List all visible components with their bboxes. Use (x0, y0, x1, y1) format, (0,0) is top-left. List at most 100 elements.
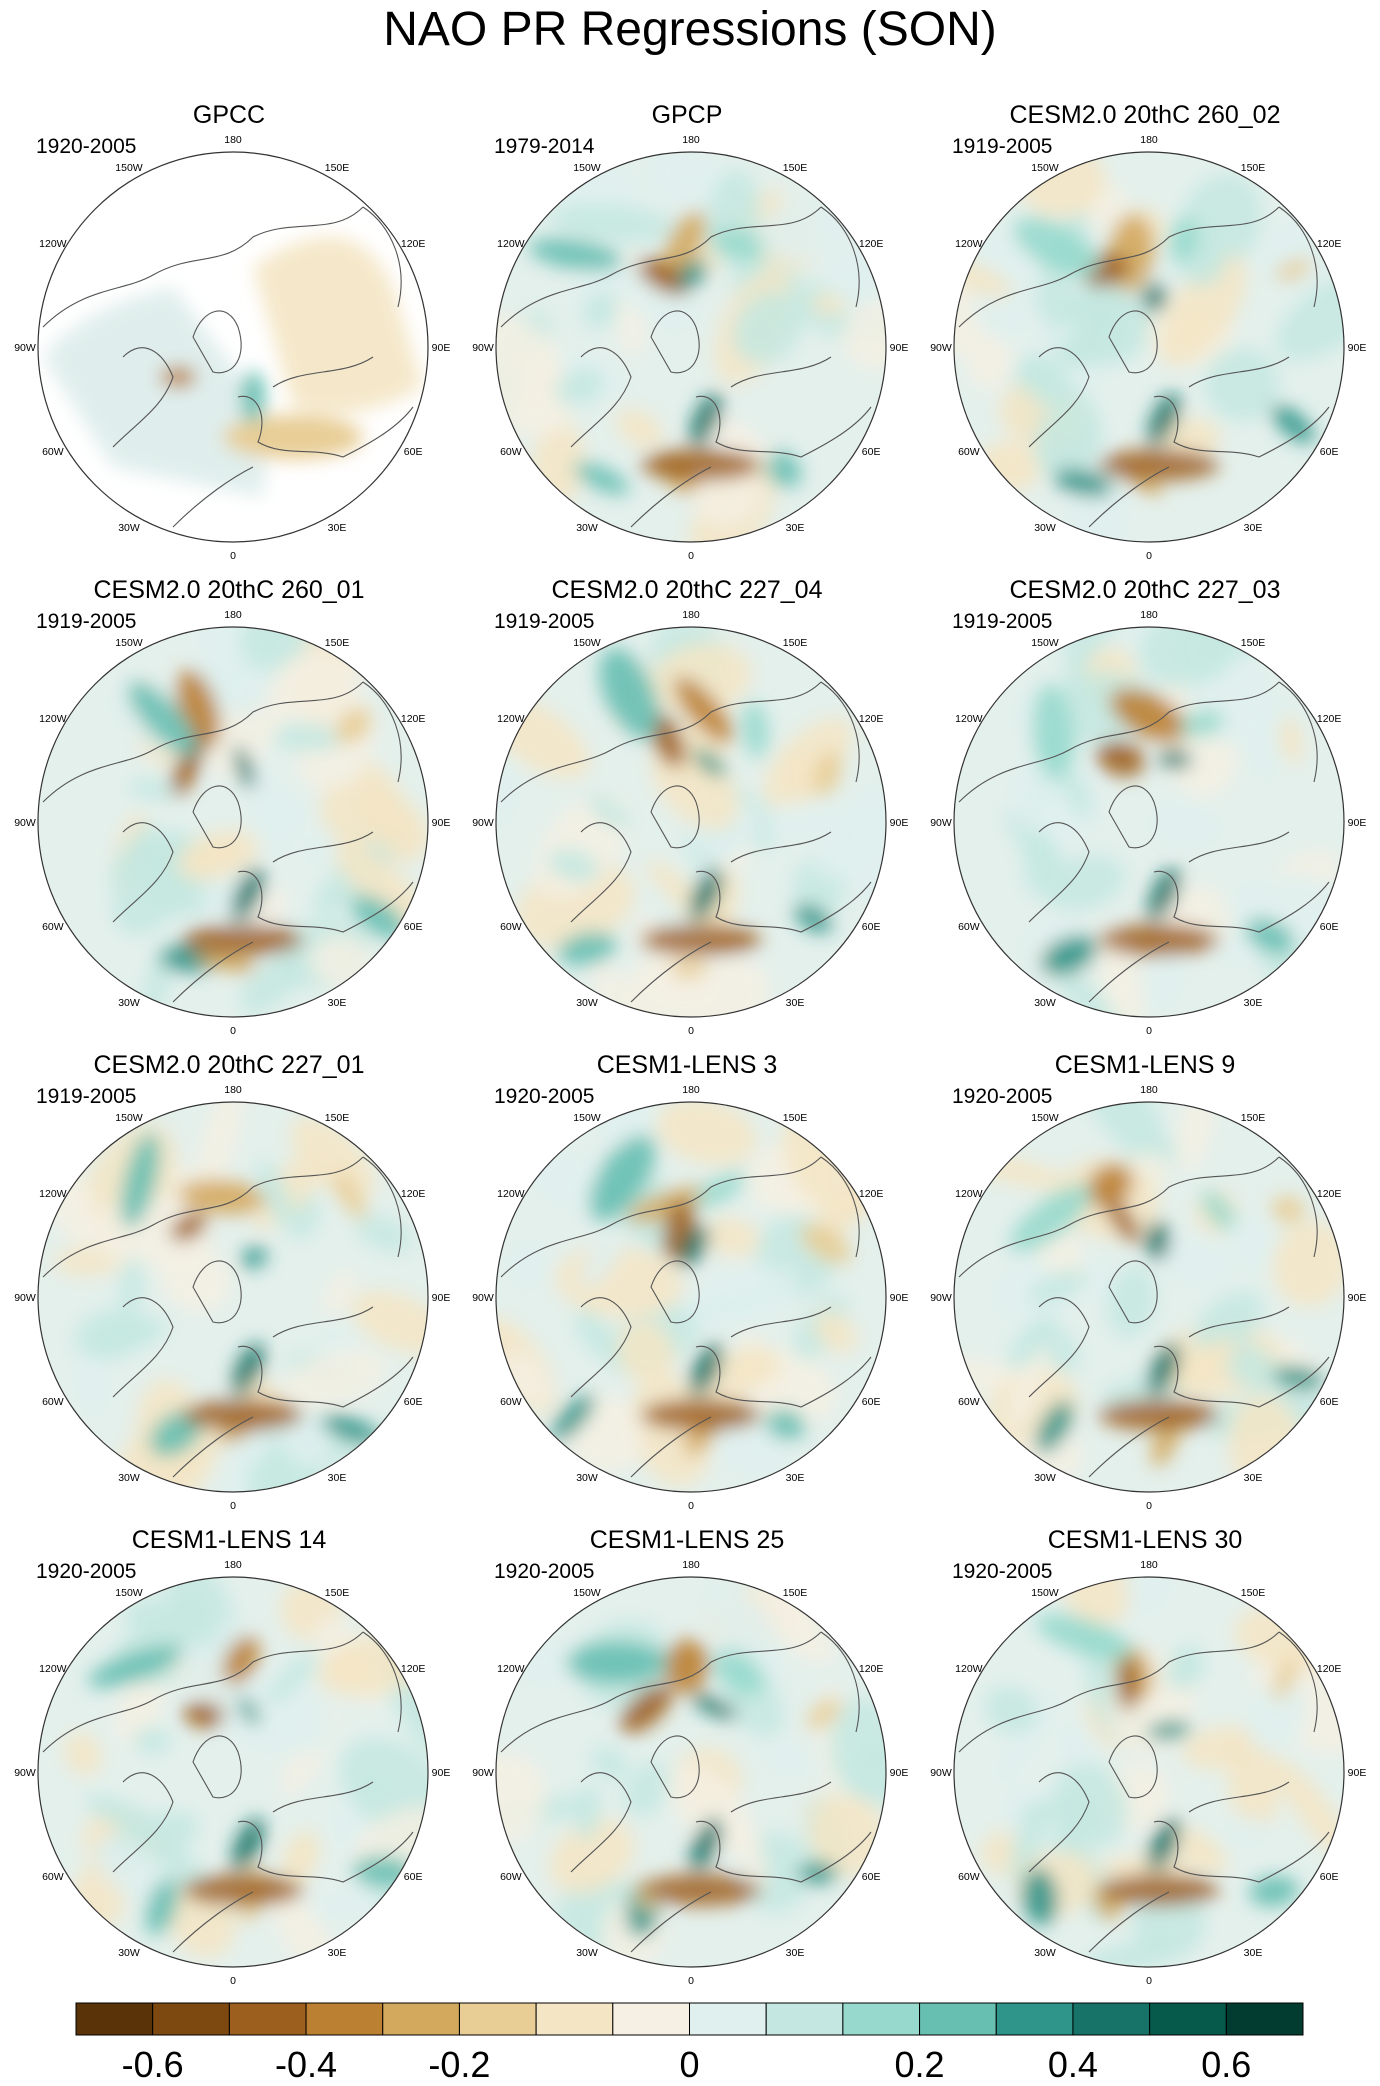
colorbar-segment (612, 2002, 690, 2036)
colorbar-tick-label: 0.4 (1048, 2044, 1098, 2085)
anomaly-feature (583, 292, 618, 329)
anomaly-feature (1146, 1720, 1191, 1740)
longitude-label: 120E (1317, 1663, 1342, 1675)
longitude-label: 90W (930, 1767, 952, 1779)
longitude-label: 180 (1140, 609, 1158, 621)
colorbar-segment (228, 2002, 307, 2036)
land-anomaly (160, 367, 196, 387)
anomaly-patch (1218, 1816, 1273, 1846)
coastline (570, 1297, 632, 1398)
longitude-label: 90W (930, 342, 952, 354)
coastline (1088, 1891, 1170, 1953)
colorbar-tick-label: -0.6 (122, 2044, 184, 2085)
coastline (630, 941, 712, 1003)
longitude-label: 30W (118, 1947, 140, 1959)
anomaly-feature (257, 1160, 292, 1226)
anomaly-patch (1045, 286, 1151, 366)
longitude-label: 30E (1244, 1947, 1263, 1959)
anomaly-patch (1007, 1338, 1049, 1429)
anomaly-feature (670, 959, 708, 979)
anomaly-feature (133, 1727, 171, 1754)
coastline (820, 1156, 860, 1258)
anomaly-feature (196, 950, 256, 973)
anomaly-feature (333, 1172, 366, 1220)
coastline (237, 395, 414, 458)
colorbar-tick-label: -0.4 (275, 2044, 337, 2085)
longitude-label: 150W (1031, 1112, 1059, 1124)
coastline (630, 1416, 712, 1478)
anomaly-patch (655, 1102, 757, 1166)
longitude-label: 150E (783, 1112, 808, 1124)
land-anomaly (43, 287, 265, 497)
anomaly-feature (588, 795, 630, 830)
colorbar-segment (1149, 2002, 1227, 2036)
longitude-label: 120W (39, 1663, 67, 1675)
longitude-label: 30E (328, 522, 347, 534)
anomaly-feature (679, 1226, 709, 1267)
longitude-label: 120E (401, 1188, 426, 1200)
colorbar-segment (382, 2002, 460, 2036)
longitude-label: 60E (862, 1871, 881, 1883)
panel-title: CESM1-LENS 30 (1047, 1526, 1243, 1554)
anomaly-feature (548, 848, 599, 882)
panel-period: 1919-2005 (952, 135, 1053, 158)
longitude-label: 30W (576, 1947, 598, 1959)
coastline (1088, 466, 1170, 528)
coastline (362, 206, 402, 308)
anomaly-feature (1028, 1269, 1088, 1305)
coastline (650, 785, 700, 849)
anomaly-feature (127, 681, 198, 756)
map-border (953, 626, 1345, 1018)
anomaly-feature (1169, 217, 1198, 262)
longitude-label: 90E (432, 817, 451, 829)
anomaly-feature (1146, 1221, 1170, 1261)
coastline (192, 1735, 242, 1799)
panel-title: GPCC (192, 101, 266, 129)
longitude-label: 150W (1031, 1587, 1059, 1599)
panel-period: 1919-2005 (36, 1085, 137, 1108)
anomaly-feature (183, 1701, 225, 1728)
coastline (1028, 822, 1090, 923)
longitude-label: 150W (573, 637, 601, 649)
anomaly-patch (685, 1267, 797, 1326)
anomaly-feature (710, 228, 766, 261)
anomaly-feature (1147, 393, 1181, 445)
coastline (958, 1156, 1280, 1278)
longitude-label: 60E (1320, 1871, 1339, 1883)
anomaly-patch (647, 152, 728, 208)
longitude-label: 60W (958, 1396, 980, 1408)
longitude-label: 150E (783, 637, 808, 649)
anomaly-patch (124, 1597, 221, 1647)
anomaly-feature (1062, 768, 1092, 819)
coastline (500, 1631, 822, 1753)
anomaly-patch (249, 769, 292, 856)
anomaly-feature (335, 707, 372, 744)
anomaly-feature (1165, 1645, 1205, 1690)
anomaly-feature (120, 1132, 160, 1229)
coastline (650, 310, 700, 374)
longitude-label: 30W (576, 522, 598, 534)
anomaly-patch (650, 643, 752, 715)
map-panel: CESM1-LENS 14 1920-2005 180 150E 120E 90E 60E 3… (0, 1525, 458, 1997)
coastline (42, 1631, 364, 1753)
coastline (237, 1820, 414, 1883)
polar-map: 180 150E 120E 90E 60E 30E 0 30W 60W 90W 120W 150W (14, 609, 451, 1037)
colorbar-segment (75, 2002, 154, 2036)
anomaly-feature (735, 1818, 767, 1891)
anomaly-patch (616, 408, 664, 450)
longitude-label: 60E (1320, 446, 1339, 458)
anomaly-feature (694, 1172, 746, 1207)
coastline (112, 1297, 174, 1398)
anomaly-patch (758, 202, 848, 262)
coastline (362, 1631, 402, 1733)
anomaly-feature (689, 393, 723, 445)
coastline (42, 1156, 364, 1278)
longitude-label: 120W (39, 1188, 67, 1200)
coastline (42, 681, 364, 803)
anomaly-feature (1013, 217, 1100, 277)
colorbar-tick-label: -0.2 (428, 2044, 490, 2085)
anomaly-feature (222, 1636, 260, 1685)
panel-title: CESM2.0 20thC 227_01 (93, 1051, 365, 1079)
coastline (1153, 870, 1330, 933)
longitude-label: 60W (42, 1871, 64, 1883)
